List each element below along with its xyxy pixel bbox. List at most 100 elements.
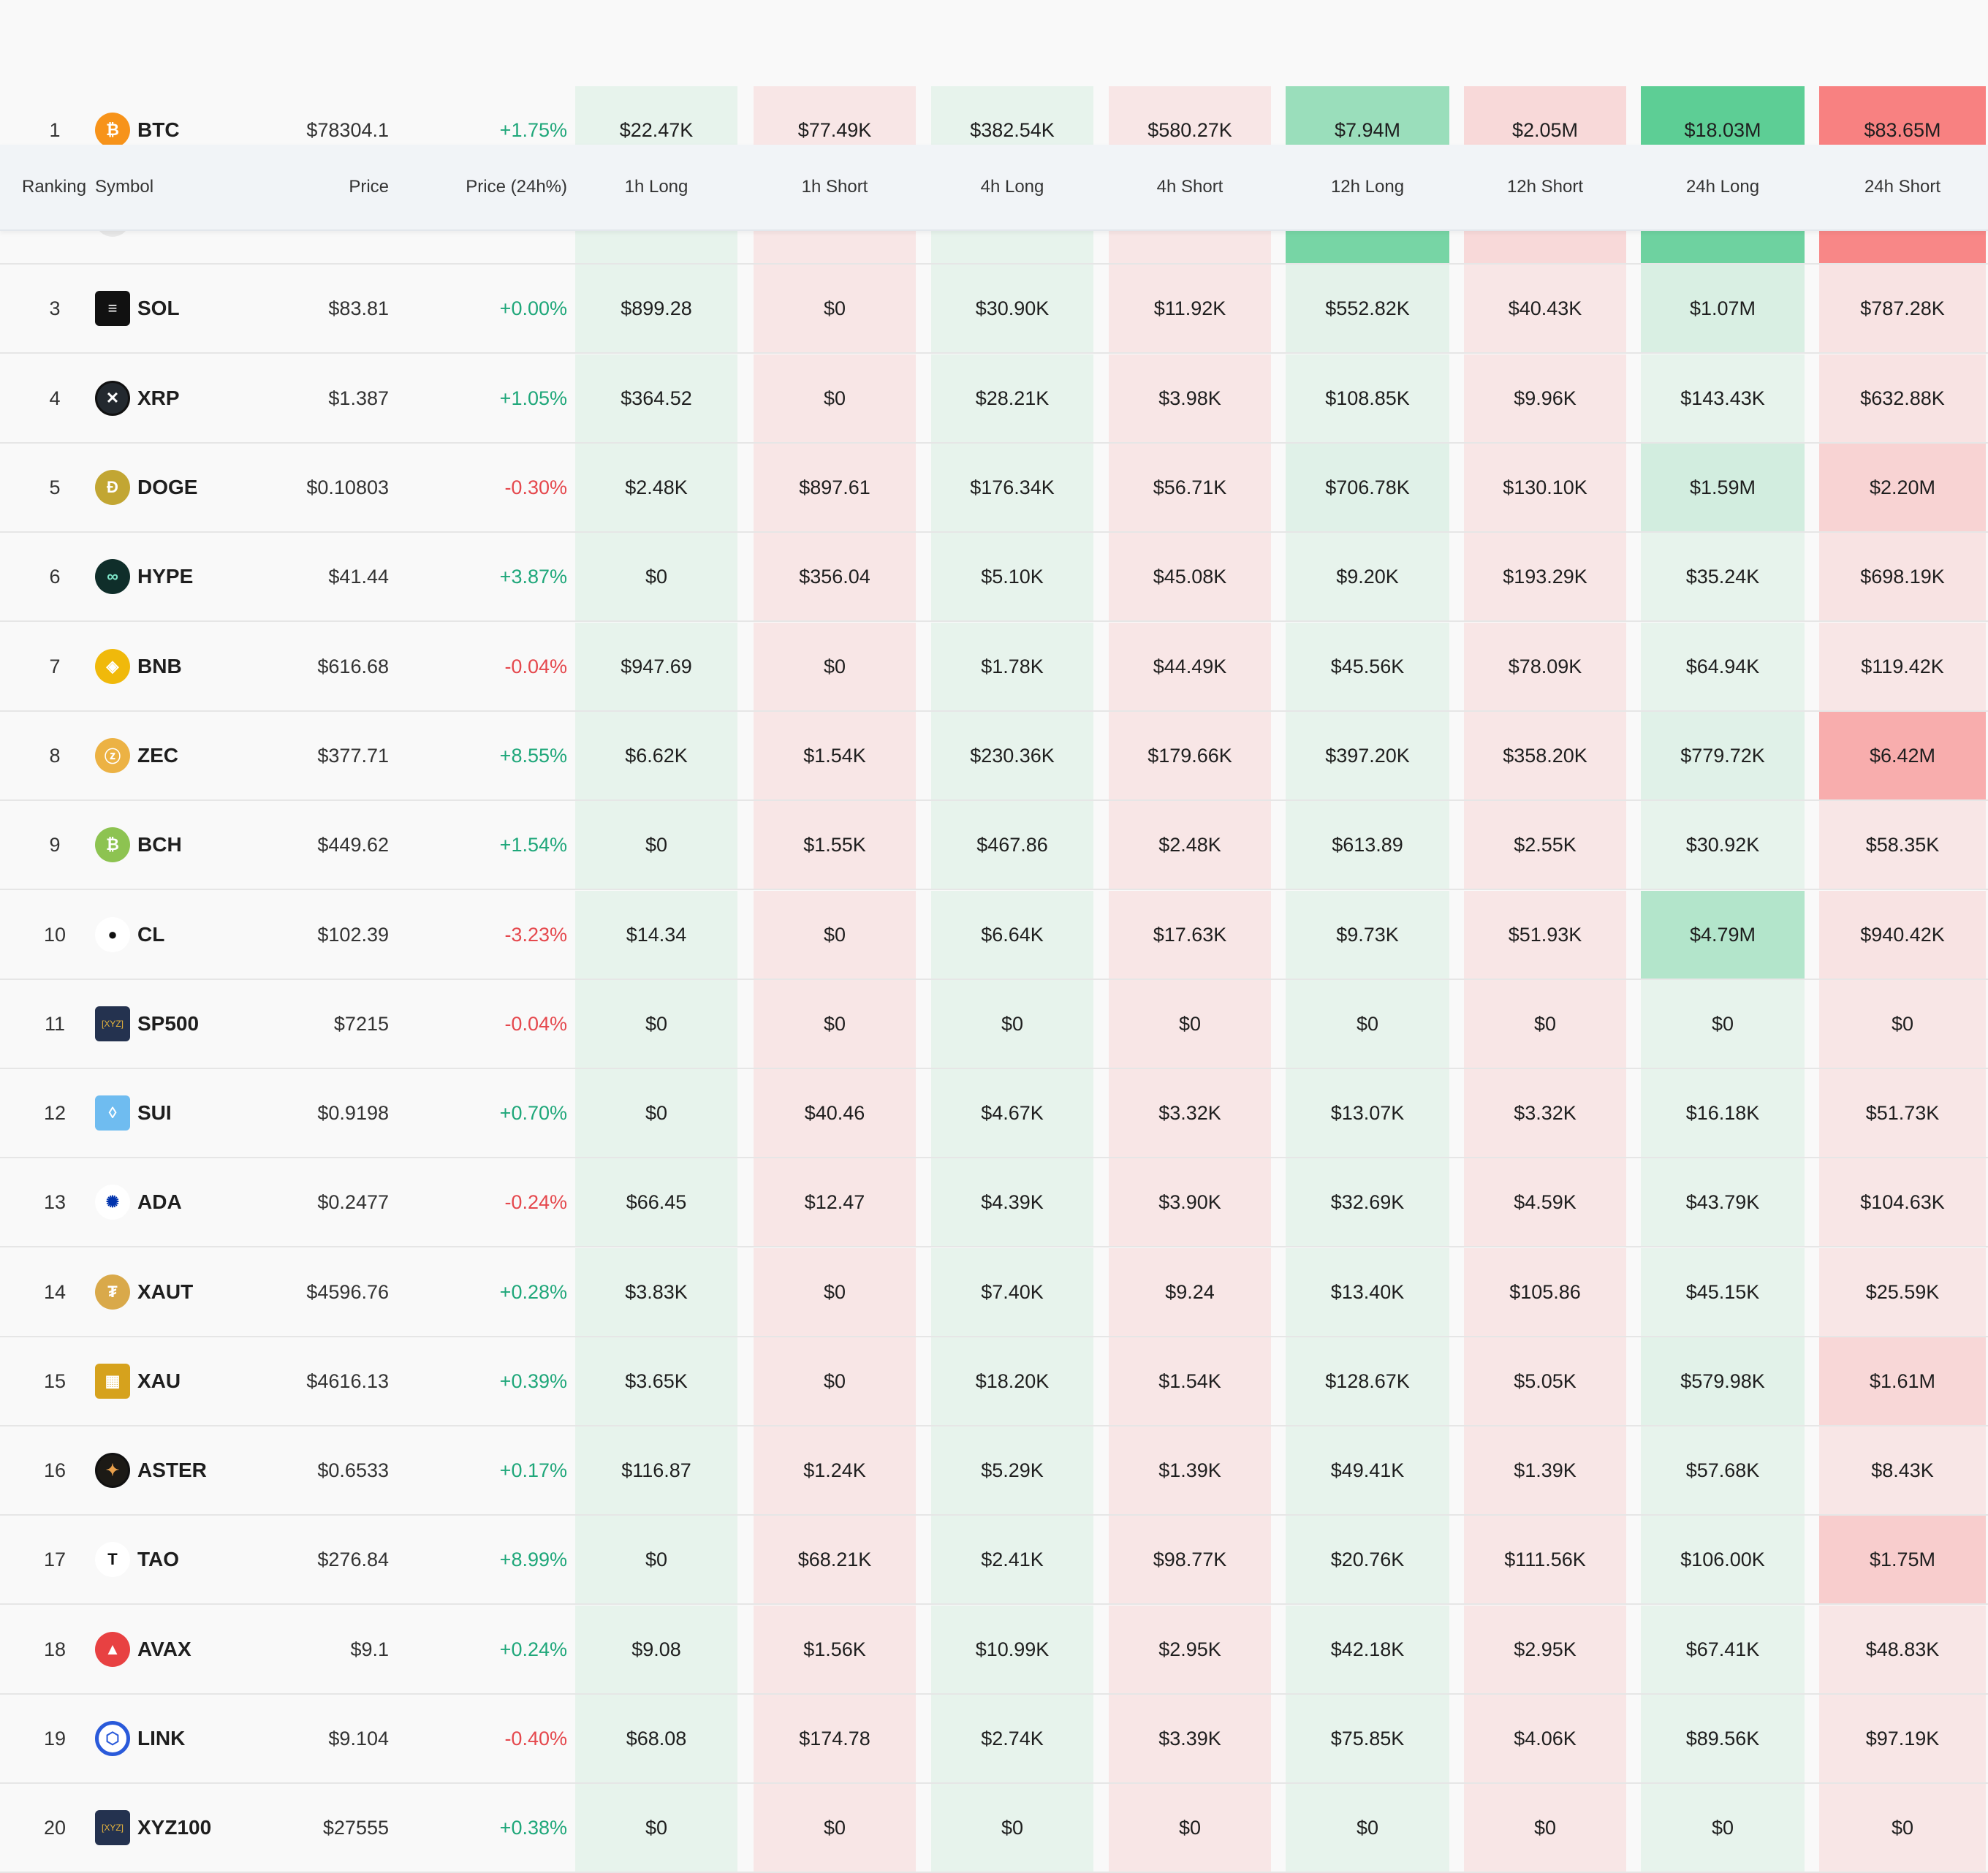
value-cell-1h-short: $1.56K [754,1606,916,1693]
value-cell-1h-long: $9.08 [575,1606,737,1693]
value-cell-4h-short: $3.90K [1109,1158,1271,1246]
symbol-cell[interactable]: ADA [137,1190,182,1213]
logo-cell: ◈ [95,623,130,710]
table-row[interactable]: $899.28 $0 $30.90K $11.92K $552.82K $40.43K $1… [0,265,1988,354]
symbol-cell[interactable]: ZEC [137,744,178,767]
xyz-icon: [XYZ] [95,1810,130,1845]
symbol-cell[interactable]: AVAX [137,1638,191,1660]
value-cell-24h-short: $0 [1819,980,1986,1068]
price-cell: $7215 [333,1012,389,1035]
table-row[interactable]: $9.08 $1.56K $10.99K $2.95K $42.18K $2.95K $67… [0,1606,1988,1695]
period-header-1h-short[interactable]: 1h Short [801,177,868,197]
period-header-12h-short[interactable]: 12h Short [1506,177,1584,197]
period-header-1h-long[interactable]: 1h Long [624,177,688,197]
value-cell-24h-long: $57.68K [1641,1426,1805,1514]
symbol-cell[interactable]: BNB [137,655,182,677]
value-cell-1h-long: $68.08 [575,1695,737,1782]
symbol-cell[interactable]: ASTER [137,1459,207,1481]
period-header-4h-short[interactable]: 4h Short [1156,177,1223,197]
value-cell-24h-long: $89.56K [1641,1695,1805,1782]
oil-drop-icon: ● [95,917,130,952]
solana-icon: ≡ [95,291,130,326]
table-row[interactable]: $6.62K $1.54K $230.36K $179.66K $397.20K $358… [0,712,1988,801]
value-cell-1h-long: $0 [575,980,737,1068]
value-cell-1h-long: $3.65K [575,1337,737,1425]
value-cell-12h-short: $0 [1464,980,1626,1068]
period-header-24h-short[interactable]: 24h Short [1864,177,1941,197]
table-row[interactable]: $0 $68.21K $2.41K $98.77K $20.76K $111.56K $10… [0,1516,1988,1605]
value-cell-12h-short: $193.29K [1464,533,1626,620]
value-cell-24h-short: $787.28K [1819,265,1986,352]
symbol-cell[interactable]: XYZ100 [137,1816,212,1839]
value-cell-4h-short: $17.63K [1109,891,1271,979]
bitcoin-cash-icon: ₿ [95,827,130,862]
table-row[interactable]: $14.34 $0 $6.64K $17.63K $9.73K $51.93K $4.79M… [0,891,1988,980]
rank-cell: 19 [43,1727,67,1749]
rank-cell: 5 [49,476,61,498]
symbol-cell[interactable]: HYPE [137,565,194,588]
value-cell-4h-long: $1.78K [931,623,1093,710]
value-cell-24h-short: $51.73K [1819,1069,1986,1157]
period-header-4h-long[interactable]: 4h Long [980,177,1044,197]
value-cell-24h-short: $0 [1819,1784,1986,1872]
symbol-cell[interactable]: XAUT [137,1280,194,1303]
symbol-cell[interactable]: LINK [137,1727,186,1749]
value-cell-4h-short: $2.95K [1109,1606,1271,1693]
logo-cell: ₿ [95,86,130,174]
price-cell: $83.81 [328,297,389,319]
symbol-cell[interactable]: XRP [137,387,180,409]
table-row[interactable]: $947.69 $0 $1.78K $44.49K $45.56K $78.09K $64.… [0,623,1988,712]
price-header[interactable]: Price [349,177,389,197]
symbol-cell[interactable]: SUI [137,1101,172,1124]
period-header-24h-long[interactable]: 24h Long [1685,177,1760,197]
ranking-header[interactable]: Ranking [22,177,87,197]
table-row[interactable]: $364.52 $0 $28.21K $3.98K $108.85K $9.96K $143… [0,354,1988,444]
table-row[interactable]: $0 $1.55K $467.86 $2.48K $613.89 $2.55K $30.92… [0,801,1988,890]
value-cell-1h-short: $12.47 [754,1158,916,1246]
symbol-cell[interactable]: SP500 [137,1012,200,1035]
symbol-cell[interactable]: TAO [137,1548,180,1570]
price-change-cell: +0.17% [499,1459,567,1481]
symbol-cell[interactable]: BTC [137,118,180,141]
symbol-header[interactable]: Symbol [95,177,154,197]
table-row[interactable]: $66.45 $12.47 $4.39K $3.90K $32.69K $4.59K $43… [0,1158,1988,1247]
table-row[interactable]: $0 $0 $0 $0 $0 $0 $0 $0 11 [XYZ] SP500 $7215 -0.04% [0,980,1988,1069]
value-cell-4h-short: $45.08K [1109,533,1271,620]
table-row[interactable]: $3.83K $0 $7.40K $9.24 $13.40K $105.86 $45.15K… [0,1248,1988,1337]
value-cell-12h-short: $2.55K [1464,801,1626,889]
symbol-cell[interactable]: DOGE [137,476,198,498]
table-row[interactable]: $116.87 $1.24K $5.29K $1.39K $49.41K $1.39K $5… [0,1426,1988,1516]
symbol-cell[interactable]: XAU [137,1369,181,1392]
value-cell-12h-long: $75.85K [1286,1695,1449,1782]
price-change-header[interactable]: Price (24h%) [466,177,567,197]
symbol-cell[interactable]: CL [137,923,165,946]
value-cell-12h-long: $0 [1286,1784,1449,1872]
price-change-cell: -0.04% [504,655,567,677]
value-cell-1h-short: $0 [754,265,916,352]
table-row[interactable]: $0 $40.46 $4.67K $3.32K $13.07K $3.32K $16.18K… [0,1069,1988,1158]
value-cell-24h-long: $1.59M [1641,444,1805,531]
value-cell-4h-long: $4.67K [931,1069,1093,1157]
rank-cell: 4 [49,387,61,409]
value-cell-4h-short: $44.49K [1109,623,1271,710]
value-cell-24h-long: $579.98K [1641,1337,1805,1425]
table-row[interactable]: $0 $0 $0 $0 $0 $0 $0 $0 20 [XYZ] XYZ100 $27555 +0.38… [0,1784,1988,1873]
value-cell-4h-long: $18.20K [931,1337,1093,1425]
table-row[interactable]: $68.08 $174.78 $2.74K $3.39K $75.85K $4.06K $8… [0,1695,1988,1784]
table-row[interactable]: $3.65K $0 $18.20K $1.54K $128.67K $5.05K $579.… [0,1337,1988,1426]
symbol-cell[interactable]: BCH [137,833,182,856]
price-cell: $377.71 [317,744,389,767]
value-cell-12h-long: $706.78K [1286,444,1449,531]
dogecoin-icon: Ð [95,470,130,505]
price-cell: $0.2477 [317,1190,389,1213]
chainlink-icon: ⬡ [95,1721,130,1756]
table-row[interactable]: $0 $356.04 $5.10K $45.08K $9.20K $193.29K $35.… [0,533,1988,622]
value-cell-12h-long: $108.85K [1286,354,1449,442]
logo-cell: ⬡ [95,1695,130,1782]
value-cell-24h-short: $2.20M [1819,444,1986,531]
value-cell-1h-short: $1.24K [754,1426,916,1514]
table-row[interactable]: $2.48K $897.61 $176.34K $56.71K $706.78K $130… [0,444,1988,533]
symbol-cell[interactable]: SOL [137,297,180,319]
period-header-12h-long[interactable]: 12h Long [1330,177,1405,197]
value-cell-1h-short: $0 [754,980,916,1068]
